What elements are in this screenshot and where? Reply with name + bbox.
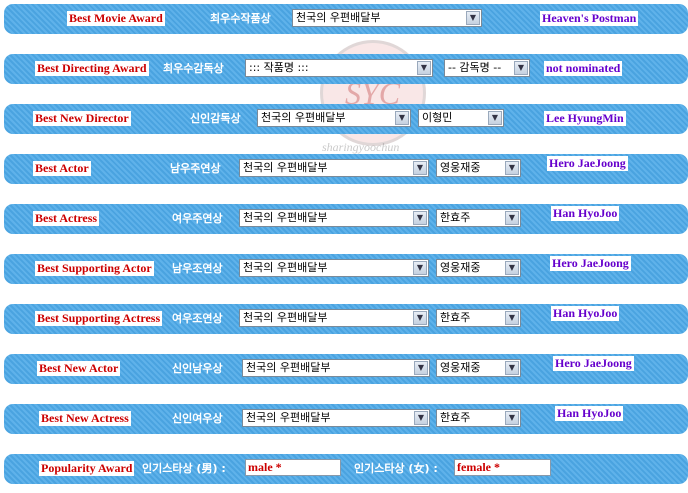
award-label: Best Movie Award xyxy=(67,11,165,26)
selected-value: 천국의 우편배달부 xyxy=(296,11,381,24)
korean-award-label: 신인남우상 xyxy=(172,362,223,375)
award-row: Best Supporting Actress 여우조연상 천국의 우편배달부 ▼… xyxy=(4,304,688,334)
award-label: Best New Actor xyxy=(37,361,121,376)
selected-value: 천국의 우편배달부 xyxy=(243,261,328,274)
movie-select[interactable]: 천국의 우편배달부 ▼ xyxy=(239,159,429,177)
korean-award-label: 남우주연상 xyxy=(170,162,221,175)
winner-label: Heaven's Postman xyxy=(540,11,639,26)
person-select[interactable]: 한효주 ▼ xyxy=(436,209,521,227)
selected-value: 이형민 xyxy=(422,111,453,124)
female-label: 인기스타상 (女) : xyxy=(354,462,438,475)
korean-award-label: 최우수작품상 xyxy=(210,12,271,25)
award-row: Best Supporting Actor 남우조연상 천국의 우편배달부 ▼ 영웅… xyxy=(4,254,688,284)
watermark-text: sharingyoochun xyxy=(322,140,400,154)
chevron-down-icon[interactable]: ▼ xyxy=(514,61,528,75)
award-label: Best Supporting Actress xyxy=(35,311,163,326)
winner-label: Hero JaeJoong xyxy=(550,256,631,271)
award-label: Best Supporting Actor xyxy=(35,261,154,276)
selected-value: 천국의 우편배달부 xyxy=(243,311,328,324)
winner-label: Han HyoJoo xyxy=(555,406,624,421)
movie-select[interactable]: 천국의 우편배달부 ▼ xyxy=(242,409,430,427)
movie-select[interactable]: 천국의 우편배달부 ▼ xyxy=(292,9,482,27)
chevron-down-icon[interactable]: ▼ xyxy=(395,111,409,125)
selected-value: 천국의 우편배달부 xyxy=(261,111,346,124)
movie-select[interactable]: 천국의 우편배달부 ▼ xyxy=(239,209,429,227)
selected-value: -- 감독명 -- xyxy=(448,61,502,74)
award-label: Best Directing Award xyxy=(35,61,149,76)
selected-value: 천국의 우편배달부 xyxy=(246,361,331,374)
person-select[interactable]: 한효주 ▼ xyxy=(436,409,521,427)
award-row: Best Actor 남우주연상 천국의 우편배달부 ▼ 영웅재중 ▼ Hero Jae… xyxy=(4,154,688,184)
winner-label: Han HyoJoo xyxy=(551,206,620,221)
selected-value: 한효주 xyxy=(440,311,471,324)
korean-award-label: 신인감독상 xyxy=(190,112,241,125)
chevron-down-icon[interactable]: ▼ xyxy=(466,11,480,25)
movie-select[interactable]: ::: 작품명 ::: ▼ xyxy=(245,59,433,77)
korean-award-label: 최우수감독상 xyxy=(163,62,224,75)
chevron-down-icon[interactable]: ▼ xyxy=(505,161,519,175)
award-label: Best New Actress xyxy=(39,411,131,426)
chevron-down-icon[interactable]: ▼ xyxy=(413,211,427,225)
award-row: Best New Actor 신인남우상 천국의 우편배달부 ▼ 영웅재중 ▼ Hero… xyxy=(4,354,688,384)
chevron-down-icon[interactable]: ▼ xyxy=(417,61,431,75)
award-label: Popularity Award xyxy=(39,461,135,476)
movie-select[interactable]: 천국의 우편배달부 ▼ xyxy=(239,309,429,327)
chevron-down-icon[interactable]: ▼ xyxy=(414,411,428,425)
selected-value: 영웅재중 xyxy=(440,261,481,274)
person-select[interactable]: 한효주 ▼ xyxy=(436,309,521,327)
chevron-down-icon[interactable]: ▼ xyxy=(505,311,519,325)
selected-value: ::: 작품명 ::: xyxy=(249,61,309,74)
male-input[interactable]: male * xyxy=(245,459,341,476)
chevron-down-icon[interactable]: ▼ xyxy=(505,261,519,275)
selected-value: 천국의 우편배달부 xyxy=(246,411,331,424)
person-select[interactable]: 영웅재중 ▼ xyxy=(436,259,521,277)
award-row: Best Directing Award 최우수감독상 ::: 작품명 ::: ▼… xyxy=(4,54,688,84)
chevron-down-icon[interactable]: ▼ xyxy=(505,211,519,225)
person-select[interactable]: 영웅재중 ▼ xyxy=(436,159,521,177)
korean-award-label: 신인여우상 xyxy=(172,412,223,425)
award-row: Best New Director 신인감독상 천국의 우편배달부 ▼ 이형민 ▼ Le… xyxy=(4,104,688,134)
chevron-down-icon[interactable]: ▼ xyxy=(413,261,427,275)
winner-label: Hero JaeJoong xyxy=(547,156,628,171)
winner-label: not nominated xyxy=(544,61,623,76)
movie-select[interactable]: 천국의 우편배달부 ▼ xyxy=(239,259,429,277)
korean-award-label: 여우조연상 xyxy=(172,312,223,325)
chevron-down-icon[interactable]: ▼ xyxy=(488,111,502,125)
selected-value: 한효주 xyxy=(440,211,471,224)
award-row: Best New Actress 신인여우상 천국의 우편배달부 ▼ 한효주 ▼ Han… xyxy=(4,404,688,434)
award-row: Best Actress 여우주연상 천국의 우편배달부 ▼ 한효주 ▼ Han Hyo… xyxy=(4,204,688,234)
female-input[interactable]: female * xyxy=(454,459,551,476)
chevron-down-icon[interactable]: ▼ xyxy=(505,361,519,375)
selected-value: 천국의 우편배달부 xyxy=(243,161,328,174)
winner-label: Lee HyungMin xyxy=(544,111,626,126)
award-row: Best Movie Award 최우수작품상 천국의 우편배달부 ▼ Heaven… xyxy=(4,4,688,34)
movie-select[interactable]: 천국의 우편배달부 ▼ xyxy=(257,109,411,127)
korean-award-label: 남우조연상 xyxy=(172,262,223,275)
movie-select[interactable]: 천국의 우편배달부 ▼ xyxy=(242,359,430,377)
selected-value: 한효주 xyxy=(440,411,471,424)
person-select[interactable]: 이형민 ▼ xyxy=(418,109,504,127)
person-select[interactable]: 영웅재중 ▼ xyxy=(436,359,521,377)
selected-value: 천국의 우편배달부 xyxy=(243,211,328,224)
selected-value: 영웅재중 xyxy=(440,361,481,374)
person-select[interactable]: -- 감독명 -- ▼ xyxy=(444,59,530,77)
chevron-down-icon[interactable]: ▼ xyxy=(413,161,427,175)
chevron-down-icon[interactable]: ▼ xyxy=(505,411,519,425)
winner-label: Han HyoJoo xyxy=(551,306,620,321)
chevron-down-icon[interactable]: ▼ xyxy=(414,361,428,375)
selected-value: 영웅재중 xyxy=(440,161,481,174)
korean-award-label: 여우주연상 xyxy=(172,212,223,225)
chevron-down-icon[interactable]: ▼ xyxy=(413,311,427,325)
award-label: Best Actress xyxy=(33,211,100,226)
award-label: Best New Director xyxy=(33,111,131,126)
award-label: Best Actor xyxy=(33,161,91,176)
winner-label: Hero JaeJoong xyxy=(553,356,634,371)
male-label: 인기스타상 (男) : xyxy=(142,462,226,475)
popularity-award-row: Popularity Award 인기스타상 (男) : male * 인기스타… xyxy=(4,454,688,484)
